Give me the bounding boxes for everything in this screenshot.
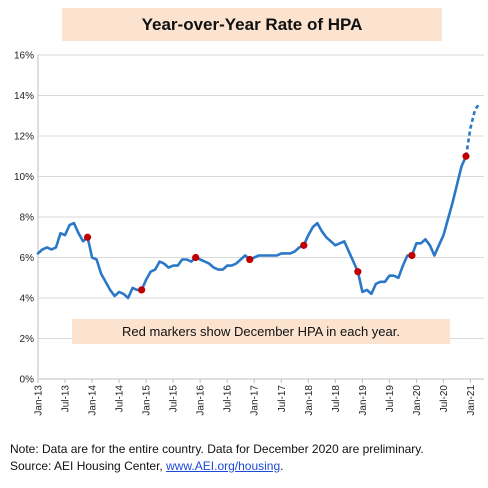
chart-title-box: Year-over-Year Rate of HPA [62,8,442,41]
series-layer [36,102,481,300]
gridlines [38,54,484,339]
x-tick-label: Jul-13 [61,385,72,413]
source-link[interactable]: www.AEI.org/housing [166,459,281,473]
x-tick-label: Jan-16 [196,385,207,416]
december-marker [408,251,416,260]
y-tick-label: 12% [14,132,34,143]
december-marker [83,233,92,241]
y-tick-label: 14% [14,91,34,102]
x-tick-label: Jul-19 [385,385,396,413]
y-tick-label: 16% [14,51,34,62]
chart-title: Year-over-Year Rate of HPA [141,14,363,34]
hpa-series-line [36,155,468,300]
x-tick-label: Jul-17 [277,385,288,413]
december-marker [246,255,254,264]
december-marker [462,152,470,160]
x-tick-label: Jan-13 [34,385,45,416]
x-tick-label: Jan-20 [412,385,423,416]
y-tick-label: 2% [20,334,35,345]
annotation-box: Red markers show December HPA in each ye… [72,319,450,344]
december-markers [83,152,470,294]
x-tick-label: Jul-18 [331,385,342,413]
december-marker [300,241,308,249]
annotation-text: Red markers show December HPA in each ye… [122,324,400,339]
x-tick-label: Jan-17 [250,385,261,416]
y-tick-label: 8% [20,213,35,224]
source-suffix: . [280,459,284,473]
x-tick-label: Jan-21 [466,385,477,416]
december-marker [192,253,200,262]
x-tick-label: Jul-14 [115,385,126,413]
x-tick-label: Jan-15 [142,385,153,416]
x-tick-label: Jan-18 [304,385,315,416]
x-tick-label: Jul-15 [169,385,180,413]
source-prefix: Source: AEI Housing Center, [10,459,167,473]
y-tick-label: 4% [20,294,35,305]
x-tick-label: Jul-20 [439,385,450,413]
y-tick-label: 6% [20,253,35,264]
y-tick-labels: 0% 2% 4% 6% 8% 10% 12% 14% 16% [14,51,34,386]
x-tick-label: Jul-16 [223,385,234,413]
y-tick-label: 0% [20,375,35,386]
x-tick-labels: Jan-13 Jul-13 Jan-14 Jul-14 Jan-15 Jul-15 Jan-… [34,385,477,416]
hpa-preliminary-line [464,102,481,157]
x-tick-label: Jan-19 [358,385,369,416]
december-marker [138,286,146,294]
december-marker [354,268,362,276]
source-line: Source: AEI Housing Center, www.AEI.org/… [10,458,424,475]
note-line: Note: Data are for the entire country. D… [10,442,424,456]
footnote: Note: Data are for the entire country. D… [10,441,424,475]
x-tick-label: Jan-14 [88,385,99,416]
y-tick-label: 10% [14,172,34,183]
axes [37,55,484,383]
